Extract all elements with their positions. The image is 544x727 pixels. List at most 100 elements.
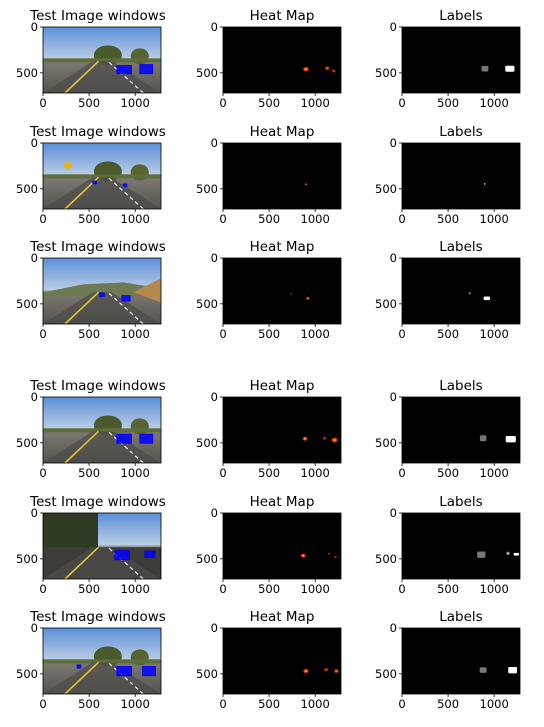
panel-heat-map: Heat Map 0 500 1000 0 500 bbox=[196, 124, 342, 226]
x-tick-label: 1000 bbox=[301, 582, 330, 596]
road-photo bbox=[43, 143, 161, 209]
x-tick-label: 0 bbox=[398, 212, 405, 226]
x-tick-label: 0 bbox=[398, 96, 405, 110]
panel-frame bbox=[401, 26, 521, 94]
x-tick-label: 0 bbox=[398, 327, 405, 341]
x-tick-label: 1000 bbox=[480, 466, 509, 480]
panel-frame bbox=[42, 396, 162, 464]
y-tick-label: 500 bbox=[375, 182, 397, 196]
label-blob bbox=[483, 296, 491, 301]
detection-window bbox=[116, 65, 132, 75]
x-tick-label: 0 bbox=[39, 466, 46, 480]
x-tick-label: 1000 bbox=[121, 697, 150, 711]
panel-title: Heat Map bbox=[250, 124, 315, 140]
x-tick-label: 0 bbox=[219, 466, 226, 480]
panel-labels: Labels 0 500 1000 0 500 bbox=[375, 494, 521, 596]
x-tick-label: 500 bbox=[78, 96, 100, 110]
heat-background bbox=[223, 628, 341, 694]
lane-line-white bbox=[107, 291, 144, 324]
x-tick-label: 500 bbox=[258, 96, 280, 110]
road-photo bbox=[43, 27, 161, 93]
panel-frame bbox=[222, 627, 342, 695]
y-tick-label: 500 bbox=[196, 667, 218, 681]
x-tick-label: 500 bbox=[258, 582, 280, 596]
panel-title: Test Image windows bbox=[29, 124, 166, 140]
labels-background bbox=[402, 628, 520, 694]
x-tick-label: 500 bbox=[437, 96, 459, 110]
dry-hill bbox=[133, 278, 161, 303]
panel-heat-map: Heat Map 0 500 1000 0 500 bbox=[196, 239, 342, 341]
heat-background bbox=[223, 397, 341, 463]
heat-blob bbox=[323, 65, 331, 72]
road-photo bbox=[43, 513, 161, 579]
x-tick-label: 1000 bbox=[301, 212, 330, 226]
panel-title: Test Image windows bbox=[29, 378, 166, 394]
x-tick-label: 500 bbox=[78, 327, 100, 341]
x-tick-label: 1000 bbox=[480, 582, 509, 596]
label-blob bbox=[479, 667, 487, 673]
panel-labels: Labels 0 500 1000 0 500 bbox=[375, 378, 521, 480]
y-tick-label: 0 bbox=[211, 506, 218, 520]
label-blob bbox=[506, 551, 510, 555]
label-blob bbox=[508, 666, 518, 674]
panel-title: Labels bbox=[439, 124, 482, 140]
panel-frame bbox=[401, 627, 521, 695]
panel-heat-map: Heat Map 0 500 1000 0 500 bbox=[196, 609, 342, 711]
label-blob bbox=[479, 435, 487, 442]
panel-title: Heat Map bbox=[250, 8, 315, 24]
y-tick-label: 0 bbox=[390, 20, 397, 34]
panel-frame bbox=[222, 26, 342, 94]
panel-frame bbox=[42, 257, 162, 325]
x-tick-label: 0 bbox=[219, 697, 226, 711]
heat-blob bbox=[329, 436, 340, 444]
panel-title: Heat Map bbox=[250, 609, 315, 625]
labels-background bbox=[402, 258, 520, 324]
x-tick-label: 500 bbox=[437, 582, 459, 596]
x-tick-label: 1000 bbox=[121, 96, 150, 110]
x-tick-label: 0 bbox=[219, 96, 226, 110]
detection-window bbox=[116, 433, 132, 444]
panel-frame bbox=[401, 257, 521, 325]
y-tick-label: 0 bbox=[31, 20, 38, 34]
x-tick-label: 500 bbox=[437, 327, 459, 341]
y-tick-label: 0 bbox=[31, 251, 38, 265]
y-tick-label: 500 bbox=[375, 66, 397, 80]
lane-line-yellow bbox=[64, 60, 100, 93]
y-tick-label: 0 bbox=[211, 136, 218, 150]
y-tick-label: 500 bbox=[375, 667, 397, 681]
panel-heat-map: Heat Map 0 500 1000 0 500 bbox=[196, 378, 342, 480]
panel-frame bbox=[42, 512, 162, 580]
y-tick-label: 500 bbox=[196, 182, 218, 196]
x-tick-label: 1000 bbox=[301, 697, 330, 711]
detection-window bbox=[121, 295, 131, 302]
x-tick-label: 1000 bbox=[480, 96, 509, 110]
x-tick-label: 0 bbox=[39, 697, 46, 711]
label-blob bbox=[468, 292, 471, 295]
heat-blob bbox=[326, 552, 332, 556]
heat-blob bbox=[289, 292, 293, 296]
lane-line-white bbox=[107, 430, 144, 463]
heat-blob bbox=[299, 552, 307, 559]
panel-title: Labels bbox=[439, 609, 482, 625]
y-tick-label: 0 bbox=[31, 506, 38, 520]
heat-blob bbox=[333, 555, 338, 559]
y-tick-label: 500 bbox=[196, 436, 218, 450]
x-tick-label: 0 bbox=[219, 212, 226, 226]
lane-line-white bbox=[107, 661, 144, 694]
heat-blob bbox=[330, 68, 337, 74]
x-tick-label: 1000 bbox=[121, 212, 150, 226]
panel-title: Test Image windows bbox=[29, 609, 166, 625]
label-blob bbox=[477, 551, 486, 558]
panel-frame bbox=[401, 142, 521, 210]
x-tick-label: 500 bbox=[437, 212, 459, 226]
heat-blob bbox=[332, 668, 340, 674]
panel-labels: Labels 0 500 1000 0 500 bbox=[375, 609, 521, 711]
hills bbox=[43, 282, 161, 297]
x-tick-label: 1000 bbox=[121, 466, 150, 480]
labels-background bbox=[402, 27, 520, 93]
